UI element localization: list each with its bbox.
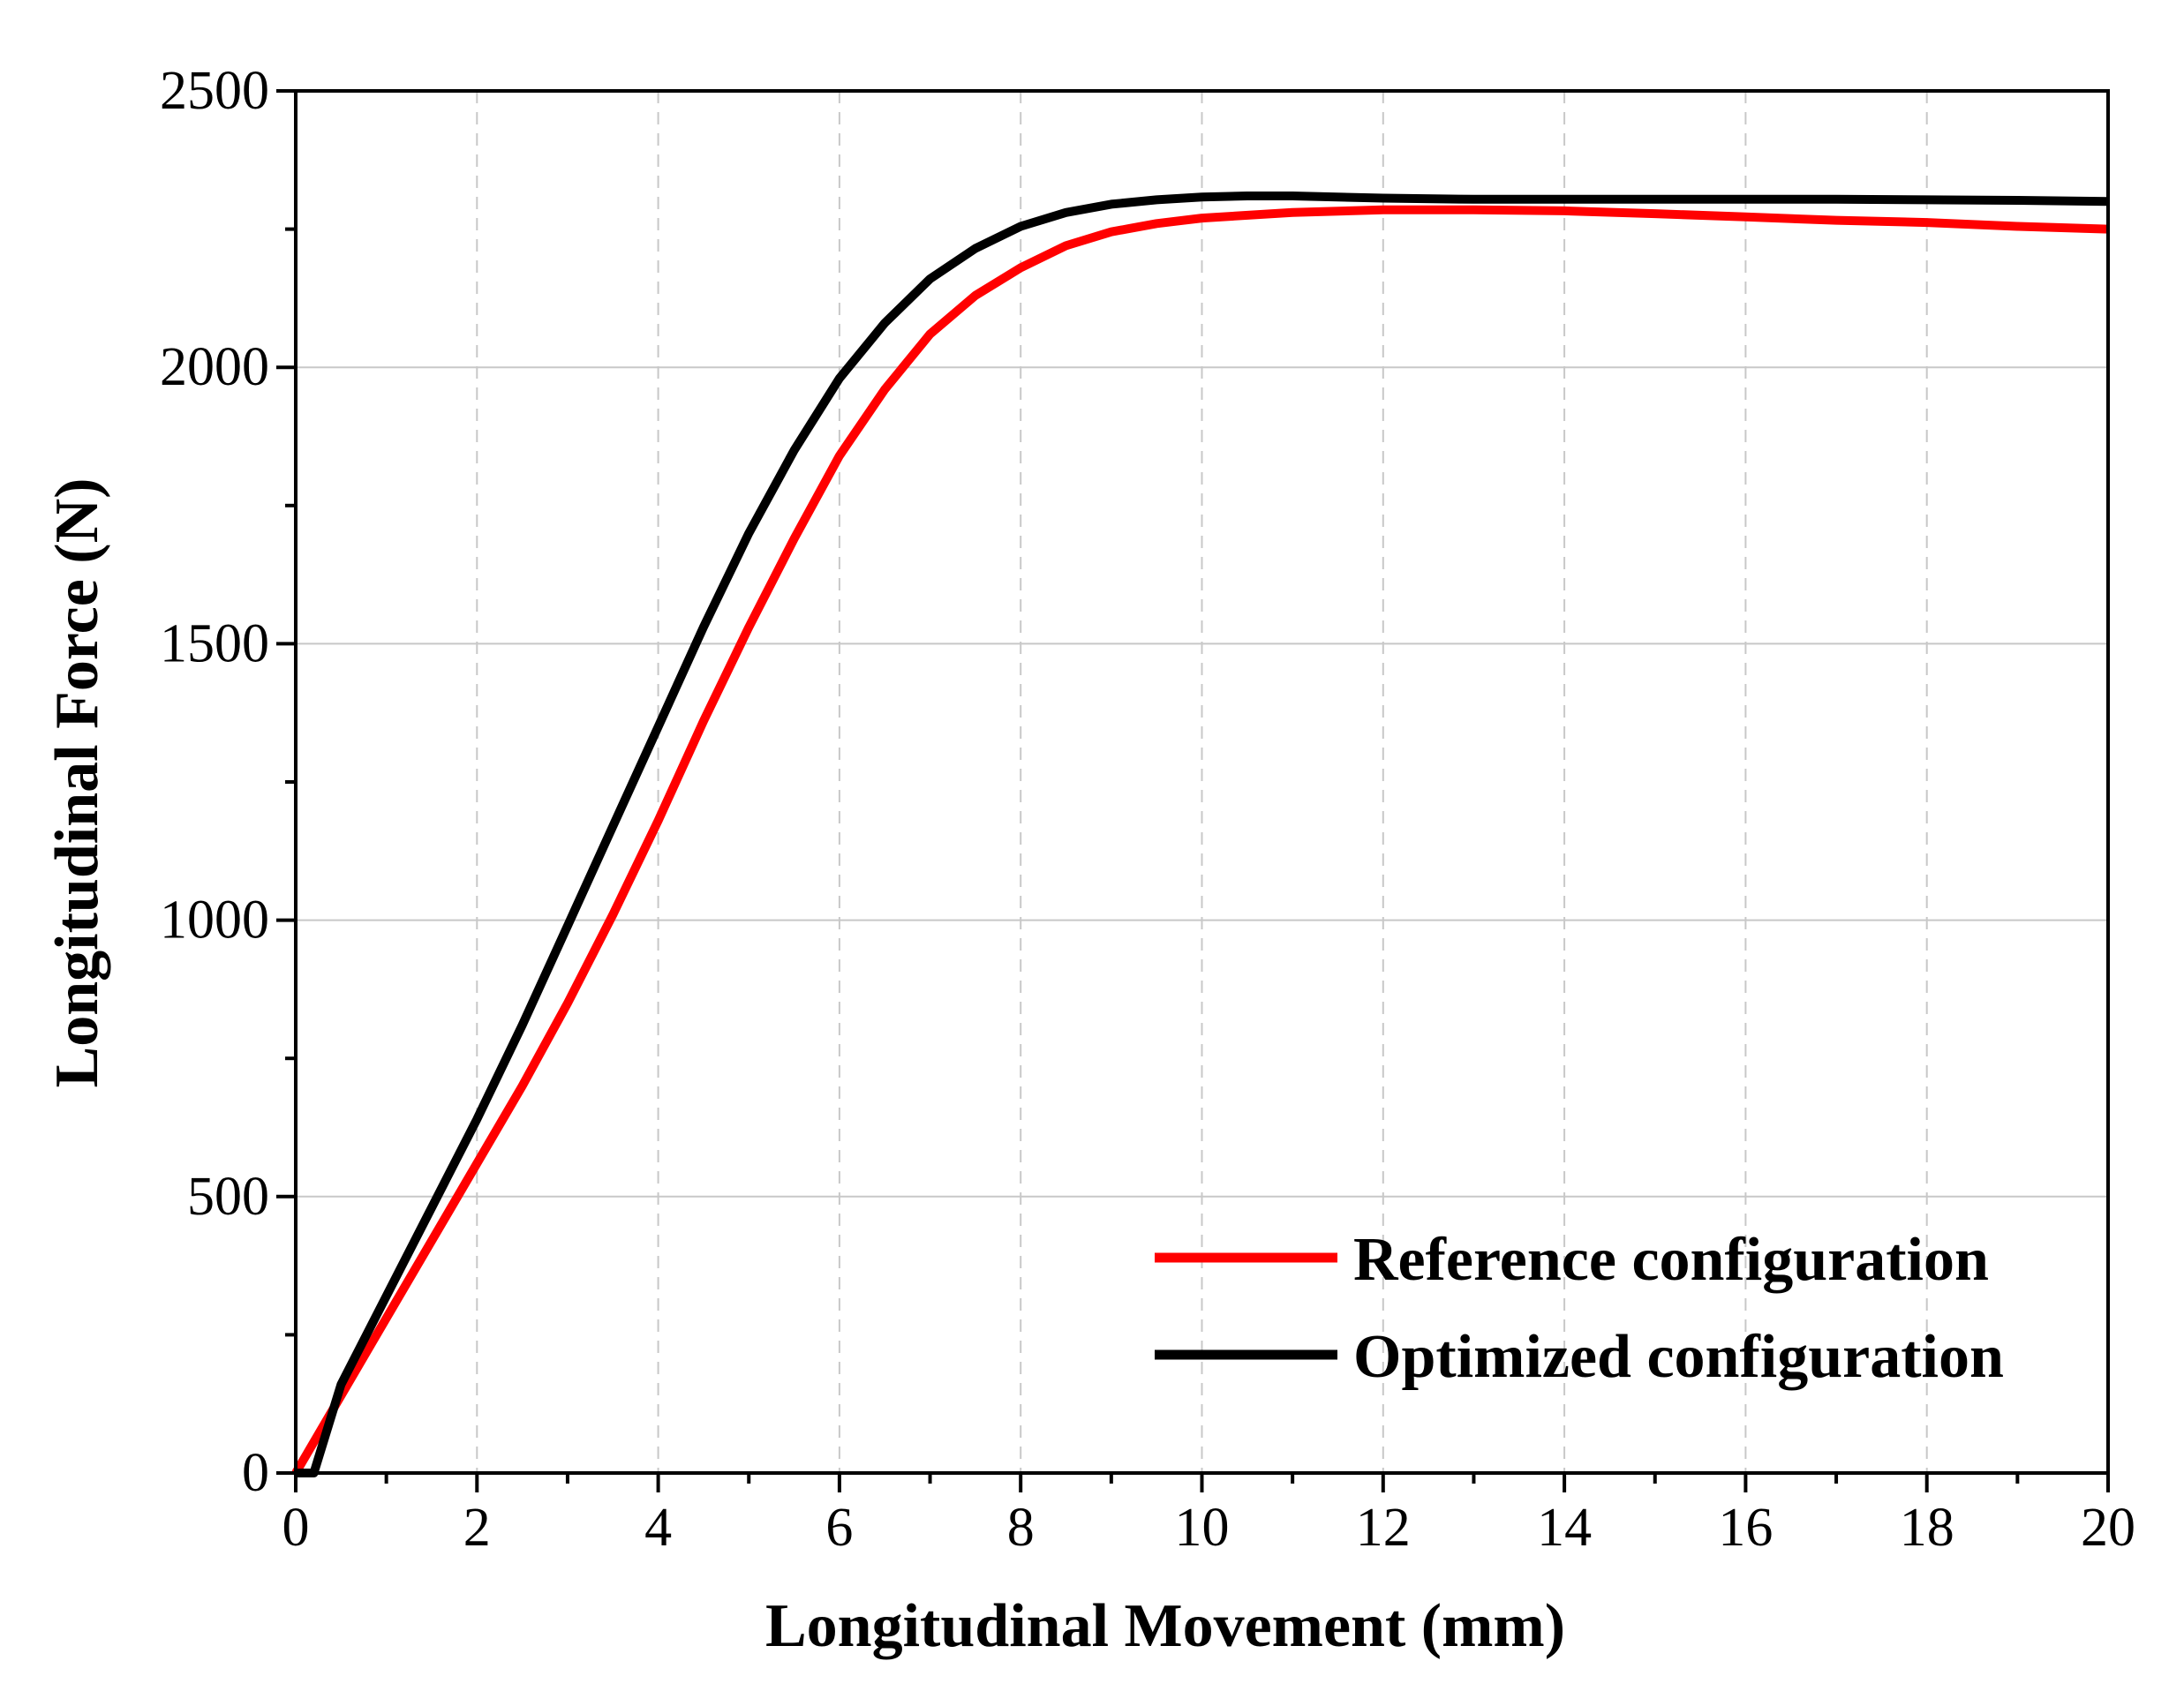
x-tick-label: 6	[825, 1498, 853, 1558]
x-tick-label: 8	[1007, 1498, 1035, 1558]
axes	[276, 89, 2110, 1492]
y-axis-title: Longitudinal Force (N)	[43, 478, 111, 1088]
x-tick-label: 20	[2081, 1498, 2135, 1558]
y-tick-label: 500	[187, 1167, 269, 1227]
series-line-reference	[291, 205, 2109, 1476]
x-tick-label: 16	[1718, 1498, 1773, 1558]
grid-lines	[296, 91, 2108, 1473]
legend: Reference configuration Optimized config…	[1155, 1226, 2004, 1391]
x-tick-label: 14	[1537, 1498, 1592, 1558]
series-lines	[291, 192, 2109, 1477]
y-tick-label: 0	[242, 1443, 269, 1503]
y-tick-label: 1500	[160, 613, 269, 673]
x-tick-label: 4	[644, 1498, 672, 1558]
y-tick-label: 2000	[160, 337, 269, 397]
tick-labels: 0 2 4 6 8 10 12 14 16 18 20 0 500 1000 1500 2000 2500	[160, 61, 2135, 1558]
x-tick-label: 0	[282, 1498, 310, 1558]
x-tick-label: 2	[463, 1498, 491, 1558]
x-tick-label: 18	[1900, 1498, 1954, 1558]
x-axis-title: Longitudinal Movement (mm)	[765, 1592, 1565, 1660]
legend-label-optimized: Optimized configuration	[1353, 1323, 2004, 1391]
y-tick-label: 1000	[160, 891, 269, 951]
x-tick-label: 10	[1175, 1498, 1230, 1558]
y-tick-label: 2500	[160, 61, 269, 121]
series-line-optimized	[296, 192, 2109, 1477]
legend-label-reference: Reference configuration	[1353, 1226, 1989, 1294]
x-tick-label: 12	[1356, 1498, 1411, 1558]
